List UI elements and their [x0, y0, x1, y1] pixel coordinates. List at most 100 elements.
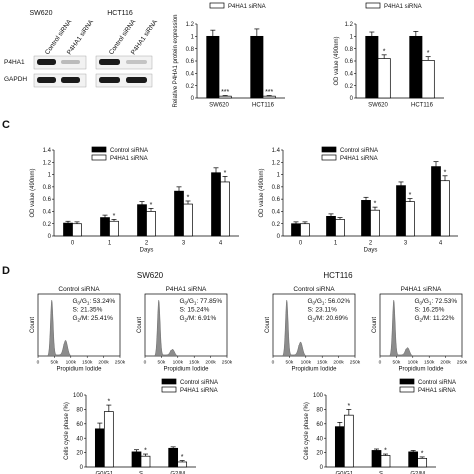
flow-x-tick-label: 150k	[424, 360, 435, 366]
y-tick-label: 20	[316, 451, 323, 457]
legend-label: P4HA1 siRNA	[418, 388, 456, 394]
x-tick-label: 3	[182, 240, 186, 246]
blot-band-p4ha1-control-sw620	[37, 59, 56, 65]
chart-time-sw620: 0 0.2 0.4 0.6 0.8 1 1.2 1.4 OD value (490nm) Days…	[30, 146, 239, 254]
significance-label: *	[383, 48, 386, 55]
bar	[377, 58, 391, 99]
flow-x-tick-label: 200k	[440, 360, 451, 366]
flow-histogram	[380, 299, 462, 357]
western-blot-panel: SW620 HCT116 Control siRNA P4HA1 siRNA C…	[4, 10, 159, 88]
y-tick-label: 80	[316, 408, 323, 414]
x-tick-label: SW620	[209, 102, 229, 108]
significance-label: *	[107, 399, 110, 406]
blot-band-gapdh-sirna-hct116	[126, 77, 147, 83]
flow-x-tick-label: 0	[37, 360, 40, 366]
x-tick-label: 2	[369, 240, 373, 246]
flow-y-axis-label: Count	[137, 317, 143, 333]
flow-x-tick-label: 250k	[350, 360, 361, 366]
significance-label: *	[113, 213, 116, 220]
bar	[300, 223, 310, 237]
significance-label: *	[181, 454, 184, 461]
flow-title: P4HA1 siRNA	[166, 286, 207, 293]
y-axis-label: OD value (490nm)	[259, 168, 265, 217]
bar	[146, 211, 156, 237]
bar	[431, 166, 441, 237]
flow-x-tick-label: 50k	[51, 360, 59, 366]
y-tick-label: 1.4	[272, 148, 281, 154]
bar	[218, 95, 232, 99]
bar	[409, 35, 423, 99]
band-label-gapdh: GAPDH	[4, 76, 27, 83]
legend-swatch	[209, 2, 225, 9]
panel-letter-c: C	[2, 119, 10, 131]
y-tick-label: 80	[76, 408, 83, 414]
x-tick-label: S	[139, 471, 143, 474]
flow-stat: G2/M: 11.22%	[414, 315, 454, 323]
x-tick-label: HCT116	[411, 102, 434, 108]
y-tick-label: 1.4	[43, 148, 52, 154]
flow-histogram	[145, 299, 227, 357]
y-tick-label: 0.6	[272, 197, 281, 203]
legend-swatch	[91, 146, 107, 153]
y-tick-label: 0.6	[186, 59, 195, 65]
bar	[140, 455, 151, 468]
bar	[131, 451, 142, 468]
significance-label: ***	[221, 89, 229, 96]
legend-swatch	[399, 386, 415, 393]
y-tick-label: 0.8	[186, 47, 195, 53]
y-axis-label: OD value (490nm)	[30, 168, 36, 217]
bar	[63, 222, 73, 237]
blot-label-hct116: HCT116	[107, 10, 133, 17]
y-tick-label: 1	[277, 173, 281, 179]
y-tick-label: 0.4	[186, 71, 195, 77]
flow-x-tick-label: 150k	[189, 360, 200, 366]
y-tick-label: 0	[80, 465, 84, 471]
bar	[262, 95, 276, 99]
x-tick-label: S	[379, 471, 383, 474]
legend-label: P4HA1 siRNA	[384, 4, 422, 10]
flow-x-tick-label: 150k	[317, 360, 328, 366]
bar	[405, 201, 415, 237]
x-tick-label: 1	[108, 240, 112, 246]
legend-swatch	[321, 154, 337, 161]
bar	[206, 35, 220, 99]
y-tick-label: 0.4	[43, 210, 52, 216]
y-tick-label: 1.2	[43, 160, 52, 166]
significance-label: *	[409, 192, 412, 199]
flow-stat: G0/G1: 53.24%	[72, 298, 115, 306]
legend-swatch	[399, 378, 415, 385]
y-tick-label: 0.2	[43, 222, 52, 228]
legend-label: P4HA1 siRNA	[228, 4, 266, 10]
y-tick-label: 0	[320, 465, 324, 471]
flow-stat: S: 15.24%	[179, 307, 209, 314]
significance-label: *	[384, 448, 387, 455]
chart-flow-sw620-control: Control siRNA G0/G1: 53.24%S: 21.35%G2/M:…	[30, 286, 126, 373]
legend-label: Control siRNA	[418, 380, 456, 386]
bar	[109, 220, 119, 237]
significance-label: *	[224, 170, 227, 177]
bar	[220, 181, 230, 237]
significance-label: *	[374, 201, 377, 208]
flow-x-tick-label: 50k	[286, 360, 294, 366]
x-tick-label: 3	[404, 240, 408, 246]
legend-label: P4HA1 siRNA	[180, 388, 218, 394]
flow-x-tick-label: 250k	[457, 360, 468, 366]
flow-title: Control siRNA	[293, 286, 335, 293]
chart-flow-hct116-control: Control siRNA G0/G1: 56.02%S: 23.11%G2/M:…	[265, 286, 361, 373]
y-tick-label: 0	[48, 234, 52, 240]
blot-band-p4ha1-sirna-sw620	[61, 60, 80, 64]
bar	[396, 185, 406, 237]
x-tick-label: G0/G1	[95, 471, 113, 474]
flow-x-tick-label: 250k	[222, 360, 233, 366]
significance-label: *	[347, 403, 350, 410]
flow-x-tick-label: 200k	[98, 360, 109, 366]
flow-stat: S: 16.25%	[414, 307, 444, 314]
x-tick-label: 0	[299, 240, 303, 246]
flow-stat: G2/M: 25.41%	[72, 315, 113, 323]
chart-layer: 0 0.2 0.4 0.6 0.8 1 1.2 Relative P4HA1 protein …	[30, 2, 468, 474]
y-tick-label: 0.2	[186, 84, 195, 90]
y-tick-label: 1.2	[186, 22, 195, 28]
bar	[291, 223, 301, 237]
y-tick-label: 0.2	[272, 222, 281, 228]
